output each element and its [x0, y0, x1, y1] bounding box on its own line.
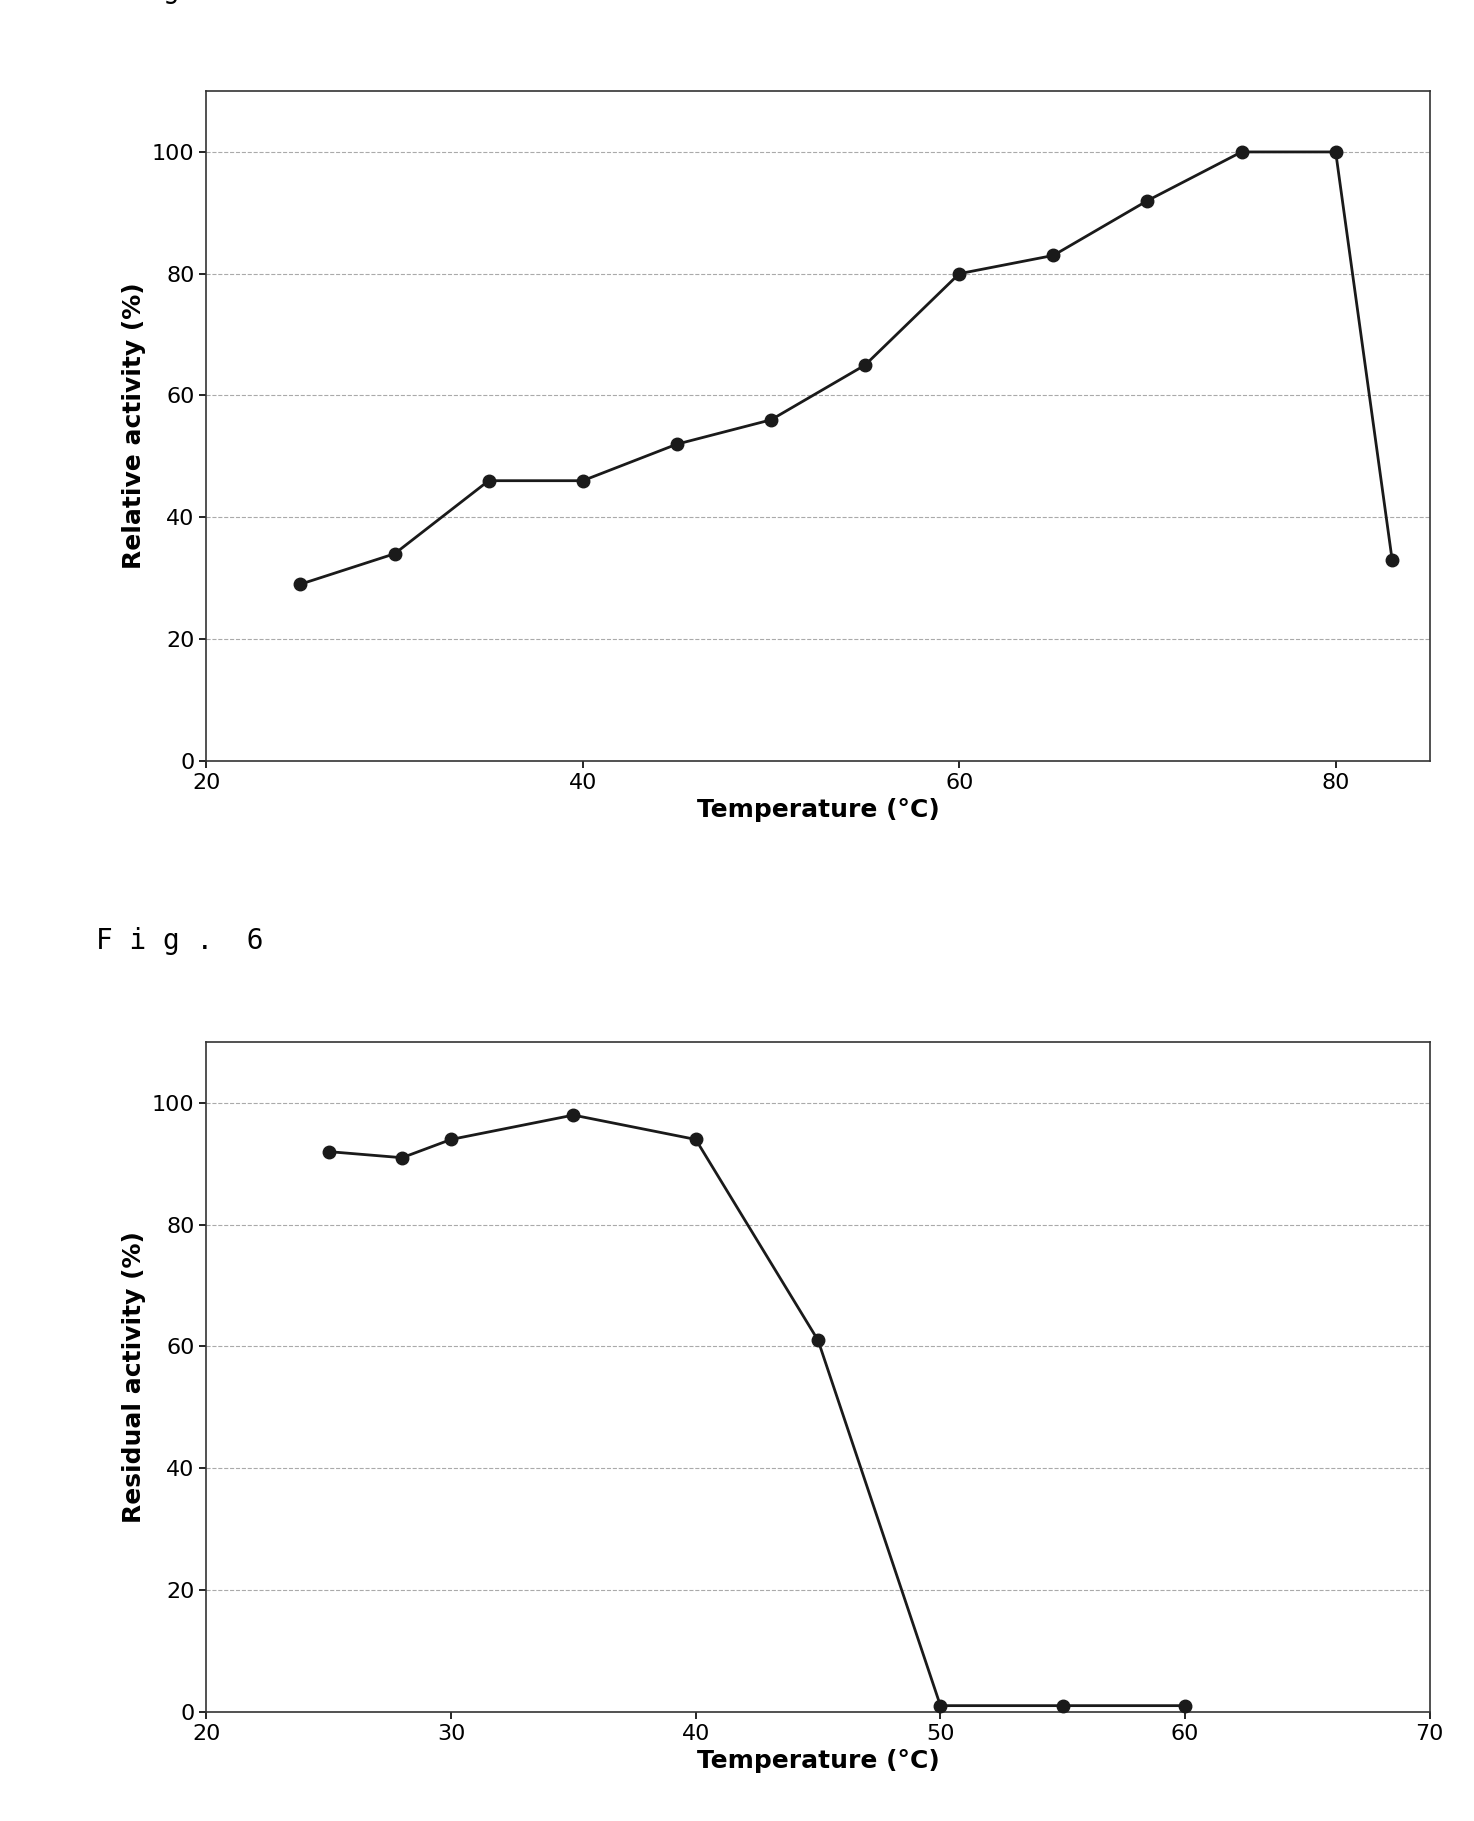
Text: F i g .  6: F i g . 6 [96, 927, 264, 954]
Y-axis label: Residual activity (%): Residual activity (%) [122, 1231, 146, 1522]
X-axis label: Temperature (°C): Temperature (°C) [697, 798, 939, 821]
Y-axis label: Relative activity (%): Relative activity (%) [122, 282, 146, 570]
X-axis label: Temperature (°C): Temperature (°C) [697, 1750, 939, 1774]
Text: F i g .  5: F i g . 5 [96, 0, 264, 4]
